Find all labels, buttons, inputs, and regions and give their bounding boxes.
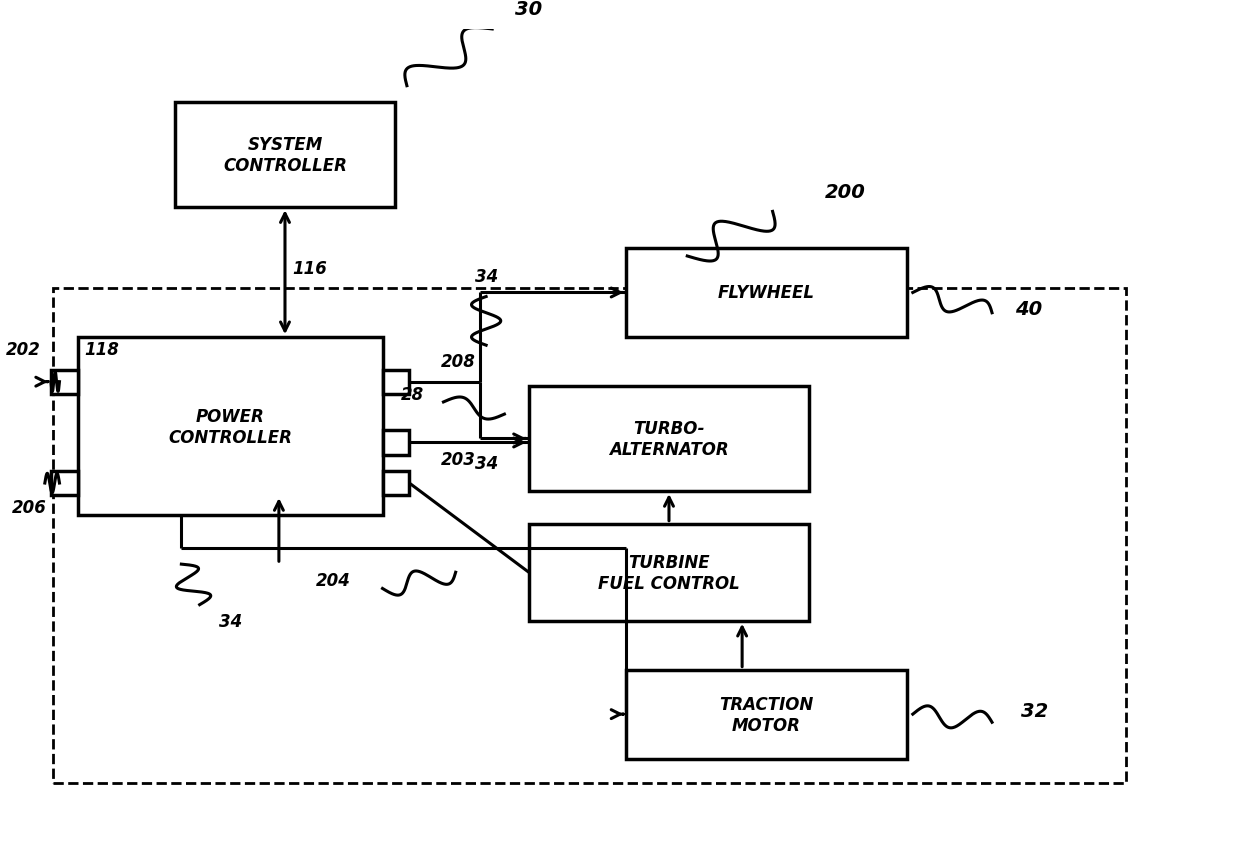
Text: 204: 204 xyxy=(316,571,351,590)
Text: FLYWHEEL: FLYWHEEL xyxy=(718,284,815,302)
Text: 206: 206 xyxy=(11,499,46,517)
Text: SYSTEM
CONTROLLER: SYSTEM CONTROLLER xyxy=(223,136,347,175)
Text: 34: 34 xyxy=(475,268,497,286)
Text: 203: 203 xyxy=(440,450,475,468)
Text: 28: 28 xyxy=(402,386,424,403)
Text: TURBO-
ALTERNATOR: TURBO- ALTERNATOR xyxy=(609,419,729,458)
FancyBboxPatch shape xyxy=(626,249,906,338)
Text: 32: 32 xyxy=(1021,701,1048,720)
Text: 116: 116 xyxy=(291,260,327,278)
Text: POWER
CONTROLLER: POWER CONTROLLER xyxy=(169,408,293,446)
FancyBboxPatch shape xyxy=(382,471,409,495)
Text: 30: 30 xyxy=(515,0,542,19)
FancyBboxPatch shape xyxy=(528,524,810,621)
FancyBboxPatch shape xyxy=(626,670,906,759)
Text: 34: 34 xyxy=(218,612,242,630)
FancyBboxPatch shape xyxy=(51,370,78,394)
FancyBboxPatch shape xyxy=(51,471,78,495)
FancyBboxPatch shape xyxy=(382,430,409,455)
FancyBboxPatch shape xyxy=(175,103,394,208)
Text: 202: 202 xyxy=(5,341,41,359)
Text: 34: 34 xyxy=(475,454,497,472)
FancyBboxPatch shape xyxy=(78,338,382,516)
Text: TURBINE
FUEL CONTROL: TURBINE FUEL CONTROL xyxy=(598,553,740,592)
Text: 208: 208 xyxy=(440,353,475,371)
FancyBboxPatch shape xyxy=(382,370,409,394)
Text: 118: 118 xyxy=(84,341,119,359)
Text: 40: 40 xyxy=(1016,300,1043,319)
Text: TRACTION
MOTOR: TRACTION MOTOR xyxy=(719,695,813,733)
FancyBboxPatch shape xyxy=(528,387,810,491)
Text: 200: 200 xyxy=(826,182,867,202)
